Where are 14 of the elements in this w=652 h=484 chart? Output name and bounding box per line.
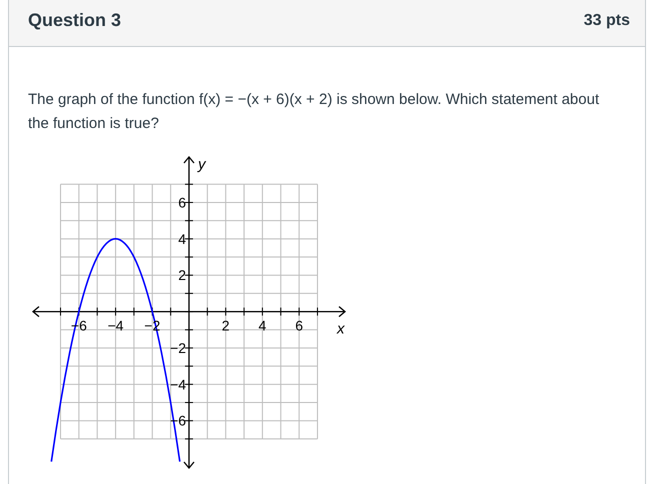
x-tick-label: 4 bbox=[258, 318, 267, 334]
text: The graph of the function f(x) = −(x + 6)(x + 2) is shown below. Which statement about the function is true? bbox=[28, 90, 600, 134]
text: 33 pts bbox=[584, 12, 630, 30]
y-tick-label: −2 bbox=[170, 340, 186, 356]
chart-title: Question 3 bbox=[28, 10, 122, 31]
x-tick-label: 6 bbox=[295, 318, 304, 334]
y-tick-label: 4 bbox=[178, 230, 186, 247]
y-axis-title: y bbox=[197, 156, 207, 173]
y-tick-label: −4 bbox=[170, 376, 186, 392]
x-tick-label: 2 bbox=[222, 318, 230, 334]
x-axis-title: x bbox=[336, 320, 345, 338]
y-tick-label: 6 bbox=[178, 194, 186, 210]
x-tick-label: −4 bbox=[108, 318, 124, 334]
y-tick-label: 2 bbox=[178, 267, 186, 284]
